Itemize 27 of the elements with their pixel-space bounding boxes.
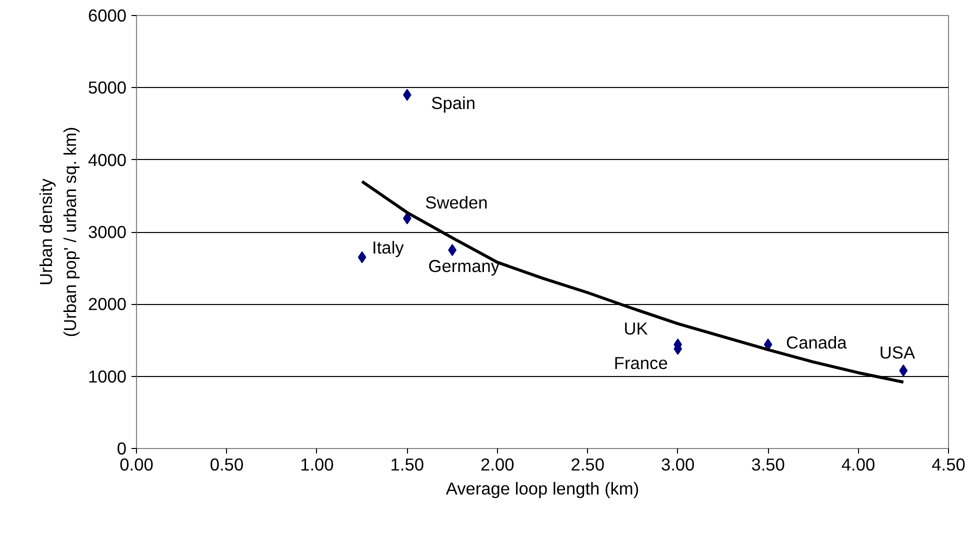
x-tick-label: 1.00: [300, 454, 334, 474]
y-tick-label: 6000: [88, 6, 127, 26]
annotation: Italy: [372, 237, 404, 258]
annotation: France: [614, 352, 668, 373]
x-tick-label: 3.00: [660, 454, 695, 474]
point: [899, 364, 908, 377]
y-tick-label: 5000: [88, 78, 127, 98]
y-axis-title: Urban density (Urban pop' / urban sq. km): [36, 126, 80, 338]
y-tick-label: 1000: [88, 366, 127, 386]
x-tick-label: 2.50: [570, 454, 604, 474]
y-tick-label: 3000: [88, 222, 127, 242]
point: [358, 251, 366, 264]
x-tick-label: 2.00: [480, 454, 514, 474]
x-tick-label: 4.50: [932, 454, 966, 474]
annotation: UK: [624, 318, 648, 339]
annotation: Canada: [786, 332, 848, 353]
annotation: Germany: [428, 256, 500, 276]
y-tick-label: 2000: [88, 294, 127, 314]
x-axis-title: Average loop length (km): [446, 478, 640, 498]
x-tick-label: 0.50: [210, 454, 244, 474]
annotation: Spain: [431, 92, 476, 113]
x-tick-label: 4.00: [841, 454, 876, 474]
x-tick-label: 3.50: [751, 454, 785, 474]
y-tick-label: 4000: [88, 150, 127, 170]
annotation: USA: [879, 342, 916, 363]
annotation: Sweden: [425, 192, 488, 212]
x-tick-label: 1.50: [390, 454, 424, 474]
